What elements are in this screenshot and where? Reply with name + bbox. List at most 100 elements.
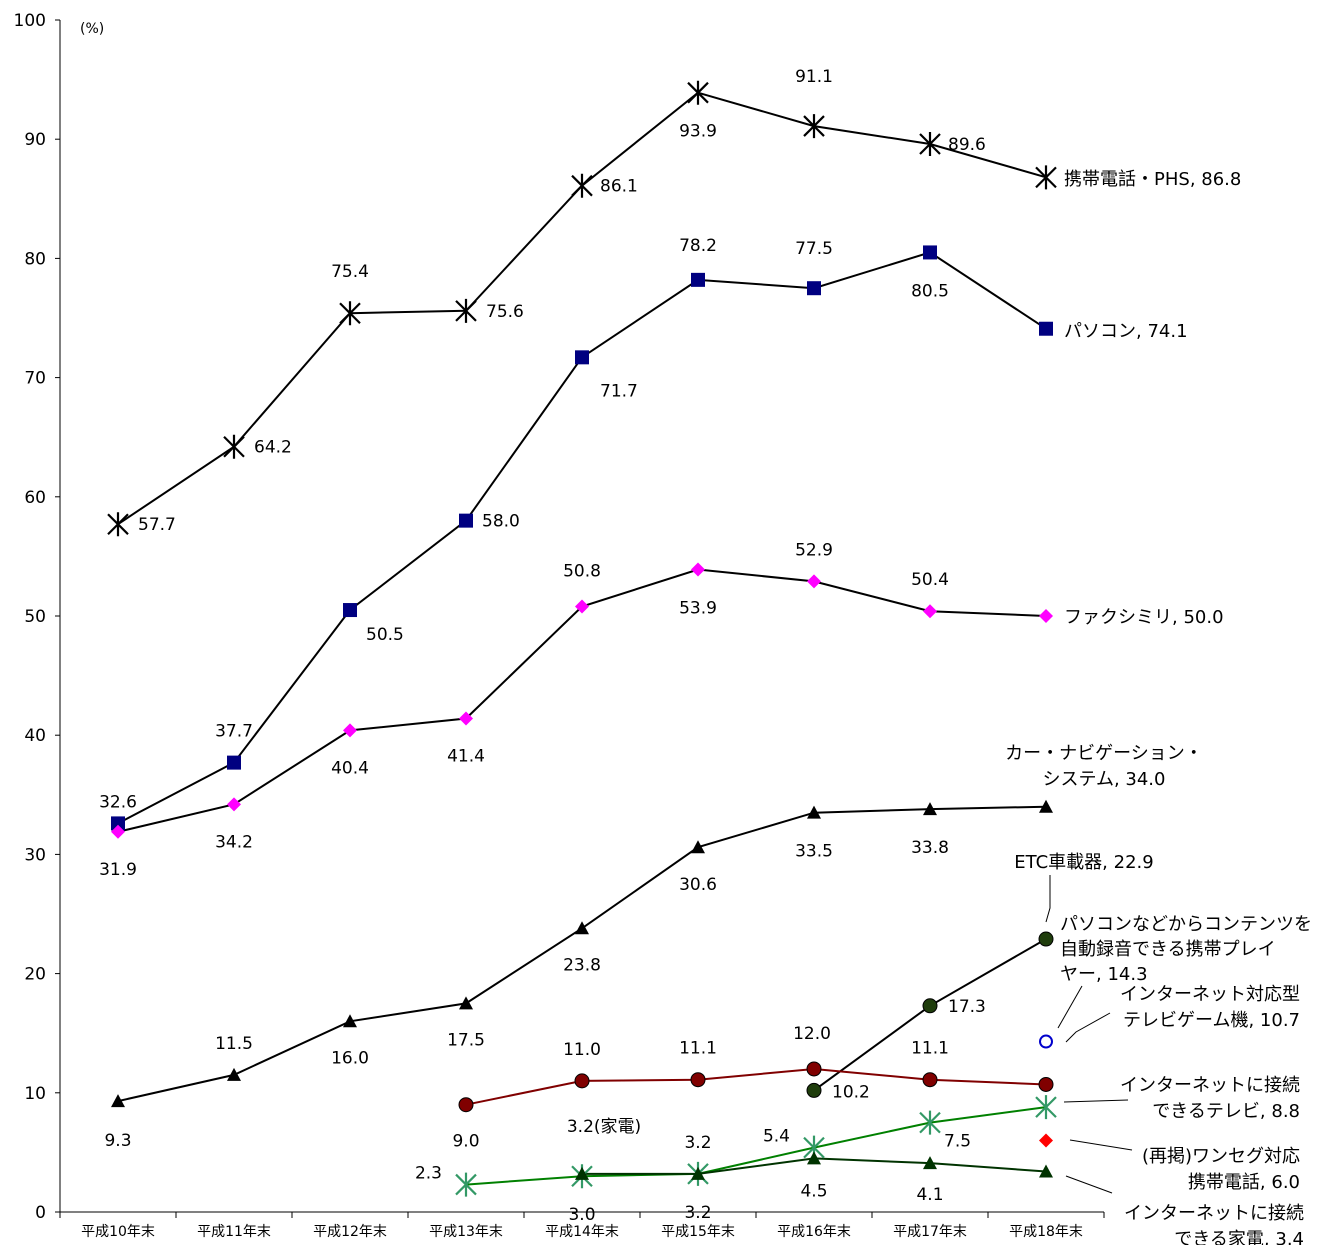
square-marker [807, 281, 821, 296]
star-marker [919, 131, 941, 156]
data-label-fax: 41.4 [447, 747, 485, 767]
triangle-marker [459, 996, 473, 1010]
series-line-pc [117, 251, 1047, 825]
circle-marker [922, 998, 938, 1014]
data-label-carnav: 16.0 [331, 1048, 369, 1068]
square-marker [923, 245, 937, 260]
data-label-pc: 32.6 [99, 792, 137, 812]
triangle-marker [227, 1067, 241, 1081]
data-label-tv: 7.5 [944, 1132, 971, 1152]
data-label-tv: 3.2 [684, 1203, 711, 1223]
y-tick-label: 40 [24, 726, 46, 746]
series-label-appliance: インターネットに接続 [1124, 1203, 1304, 1224]
y-tick-label: 0 [35, 1203, 46, 1223]
data-label-carnav: 33.8 [911, 838, 949, 858]
data-label-mobile: 75.6 [486, 302, 524, 322]
series-label-oneseg: (再掲)ワンセグ対応 [1142, 1146, 1300, 1167]
x-tick-label: 平成11年末 [197, 1224, 271, 1240]
series-label-etc: ETC車載器, 22.9 [1014, 852, 1153, 873]
diamond-marker [575, 599, 589, 614]
data-label-game: 9.0 [452, 1132, 479, 1152]
circle-marker [806, 1061, 822, 1077]
square-marker [111, 816, 125, 831]
series-label-tv: インターネットに接続 [1120, 1075, 1300, 1096]
triangle-marker [1039, 1164, 1053, 1178]
x-tick-label: 平成18年末 [1009, 1224, 1083, 1240]
data-label-pc: 58.0 [482, 512, 520, 532]
triangle-marker [575, 921, 589, 935]
data-label-game: 11.0 [563, 1040, 601, 1060]
data-label-mobile: 91.1 [795, 67, 833, 87]
x-tick-label: 平成14年末 [545, 1224, 619, 1240]
square-marker [459, 513, 473, 528]
data-label-fax: 52.9 [795, 540, 833, 560]
series-markers [107, 80, 1057, 1197]
star-marker [223, 434, 245, 459]
star-marker [1035, 1095, 1057, 1120]
y-tick-label: 10 [24, 1084, 46, 1104]
data-label-appliance: 4.1 [916, 1185, 943, 1205]
star-marker [339, 301, 361, 326]
data-label-appliance: 3.2 [684, 1133, 711, 1153]
series-lines [117, 91, 1047, 1186]
open-circle-marker [1039, 1034, 1053, 1049]
series-label-pc: パソコン, 74.1 [1064, 321, 1188, 342]
series-label-tv: できるテレビ, 8.8 [1152, 1101, 1300, 1122]
series-label-game: インターネット対応型 [1120, 984, 1300, 1005]
data-label-fax: 31.9 [99, 860, 137, 880]
diamond-marker [691, 562, 705, 577]
triangle-marker [691, 840, 705, 854]
series-label-player: 自動録音できる携帯プレイ [1060, 939, 1276, 960]
data-label-mobile: 93.9 [679, 122, 717, 142]
series-label-game: テレビゲーム機, 10.7 [1123, 1010, 1300, 1031]
y-tick-label: 70 [24, 369, 46, 389]
triangle-marker [111, 1094, 125, 1108]
triangle-marker [1039, 799, 1053, 813]
data-label-carnav: 33.5 [795, 842, 833, 862]
series-line-mobile [117, 91, 1047, 526]
square-marker [691, 272, 705, 287]
x-tick-label: 平成10年末 [81, 1224, 155, 1240]
data-label-carnav: 9.3 [104, 1131, 131, 1151]
data-label-game: 11.1 [911, 1039, 949, 1059]
y-tick-label: 50 [24, 607, 46, 627]
diamond-marker [111, 824, 125, 839]
triangle-marker [575, 1166, 589, 1180]
y-tick-label: 60 [24, 488, 46, 508]
x-tick-label: 平成16年末 [777, 1224, 851, 1240]
circle-marker [806, 1082, 822, 1098]
triangle-marker [343, 1014, 357, 1028]
data-label-fax: 40.4 [331, 758, 369, 778]
data-label-pc: 37.7 [215, 722, 253, 742]
data-label-pc: 78.2 [679, 236, 717, 256]
data-label-fax: 34.2 [215, 832, 253, 852]
series-label-oneseg: 携帯電話, 6.0 [1188, 1172, 1300, 1193]
x-tick-label: 平成17年末 [893, 1224, 967, 1240]
data-label-mobile: 86.1 [600, 177, 638, 197]
leader-lines [1045, 875, 1133, 1194]
star-marker [687, 80, 709, 105]
series-line-tv [465, 1106, 1047, 1186]
data-label-tv: 2.3 [415, 1164, 442, 1184]
diamond-marker [227, 797, 241, 812]
y-tick-label: 20 [24, 965, 46, 985]
data-label-game: 11.1 [679, 1039, 717, 1059]
data-label-appliance: 4.5 [800, 1181, 827, 1201]
x-tick-label: 平成12年末 [313, 1224, 387, 1240]
data-label-mobile: 64.2 [254, 438, 292, 458]
data-label-carnav: 11.5 [215, 1034, 253, 1054]
square-marker [343, 603, 357, 618]
diamond-marker [923, 604, 937, 619]
data-label-fax: 50.4 [911, 570, 949, 590]
leader-line-oneseg [1069, 1139, 1133, 1151]
star-marker [1035, 165, 1057, 190]
triangle-marker [807, 805, 821, 819]
diamond-marker [807, 574, 821, 589]
leader-line-player [1057, 985, 1083, 1029]
series-label-fax: ファクシミリ, 50.0 [1064, 607, 1224, 628]
series-label-player: パソコンなどからコンテンツを [1060, 914, 1312, 935]
diamond-marker [1039, 1133, 1053, 1148]
data-label-etc: 10.2 [832, 1082, 870, 1102]
y-tick-label: 80 [24, 249, 46, 269]
